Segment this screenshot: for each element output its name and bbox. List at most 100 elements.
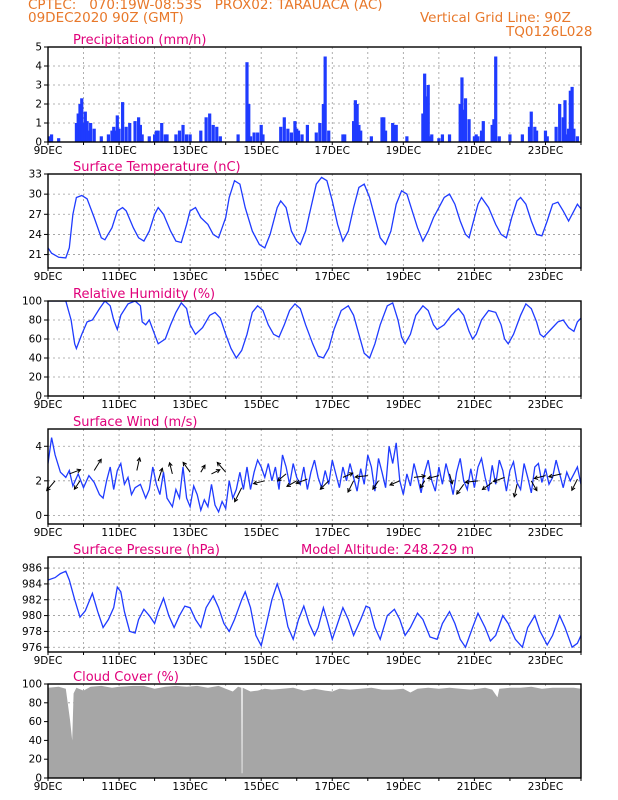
precip-bar [76,113,80,142]
x-tick-label: 23DEC [528,781,563,793]
wind-arrow [456,483,465,495]
precip-bar [208,113,212,142]
wind-arrow-head [464,479,470,485]
y-tick-label: 0 [35,510,42,522]
precip-bar [99,136,103,142]
x-tick-label: 11DEC [101,271,136,283]
precip-bar [327,130,331,142]
wind-arrow [420,480,426,489]
temp-frame [47,173,582,269]
wind-arrow [286,480,297,487]
precip-bar [351,121,356,142]
model-altitude-annotation: Model Altitude: 248.229 m [301,543,474,558]
y-tick-label: 100 [22,296,42,308]
precip-bar [81,123,86,142]
wind-arrow-head [449,479,454,485]
x-tick-label: 9DEC [34,399,63,411]
wind-arrow [157,468,163,481]
precip-bar [424,96,429,142]
x-tick-label: 17DEC [315,781,350,793]
precip-bar [300,134,304,142]
pressure-title: Surface Pressure (hPa) [73,543,220,558]
precip-bar [383,130,388,142]
pressure-series-line [48,570,581,649]
wind-title: Surface Wind (m/s) [73,415,197,430]
wind-arrow-head [46,486,51,492]
wind-arrow-head [97,458,102,464]
header-left-line1: CPTEC: 070:19W-08:53S PROX02: TARAUACA (… [28,0,383,13]
precip-bar [74,123,79,142]
precip-bar [318,123,322,142]
precip-bar [321,104,325,142]
x-tick-label: 15DEC [243,399,278,411]
precip-bar [295,128,299,142]
precip-bar [527,126,532,142]
precip-bar [382,117,386,142]
precip-bar [115,115,119,142]
x-tick-label: 15DEC [243,655,278,667]
precip-bar [492,119,496,142]
precip-bar [405,136,409,142]
precip-bar [153,134,157,142]
precip-bar [572,128,576,142]
x-tick-label: 19DEC [386,399,421,411]
precip-bar [472,136,476,142]
wind-arrow [347,480,355,493]
y-tick-label: 0 [35,137,42,149]
wind-arrow-head [286,482,291,487]
y-tick-label: 40 [29,735,42,747]
wind-arrow [413,475,426,478]
precip-bar [156,130,160,142]
precip-bar [353,100,357,142]
wind-arrow [216,462,227,473]
wind-frame [47,428,582,525]
wind-arrow [493,476,505,483]
x-tick-label: 13DEC [172,145,207,157]
precip-bar [133,121,137,142]
x-tick-label: 21DEC [457,271,492,283]
wind-arrow-head [215,469,221,474]
rh-title: Relative Humidity (%) [73,287,215,302]
precip-bar [563,100,567,142]
x-tick-label: 23DEC [528,655,563,667]
x-tick-label: 17DEC [315,271,350,283]
wind-arrow-head [136,456,142,462]
y-tick-label: 5 [35,42,42,54]
precip-bar [165,134,169,142]
x-tick-label: 15DEC [243,271,278,283]
wind-arrow-head [182,461,187,467]
precip-bar [128,123,132,142]
x-tick-label: 9DEC [34,527,63,539]
precip-bar [188,134,192,142]
x-tick-label: 15DEC [243,145,278,157]
wind-arrow [534,475,546,479]
wind-arrow [73,480,81,490]
precip-bar [296,130,301,142]
wind-arrow [277,473,287,482]
x-tick-label: 21DEC [457,655,492,667]
precip-bar [211,124,215,142]
wind-arrow [182,462,191,473]
x-tick-label: 21DEC [457,399,492,411]
y-tick-label: 982 [22,594,42,606]
temp-series-line [48,176,581,259]
wind-arrow [571,478,578,491]
precip-bar [199,130,203,142]
precip-frame [47,46,582,143]
precip-bar [460,77,464,142]
precip-bar [533,126,537,142]
x-tick-label: 19DEC [386,655,421,667]
precip-bar [163,134,167,142]
x-tick-label: 21DEC [457,781,492,793]
wind-arrow-head [481,485,487,491]
x-tick-label: 19DEC [386,145,421,157]
precip-bar [558,104,562,142]
precip-bar [137,117,141,142]
wind-arrow-head [456,490,461,495]
x-tick-label: 11DEC [101,781,136,793]
x-tick-label: 13DEC [172,781,207,793]
wind-arrow-head [201,464,206,470]
precip-bar [181,124,185,142]
wind-arrow-head [276,477,282,482]
